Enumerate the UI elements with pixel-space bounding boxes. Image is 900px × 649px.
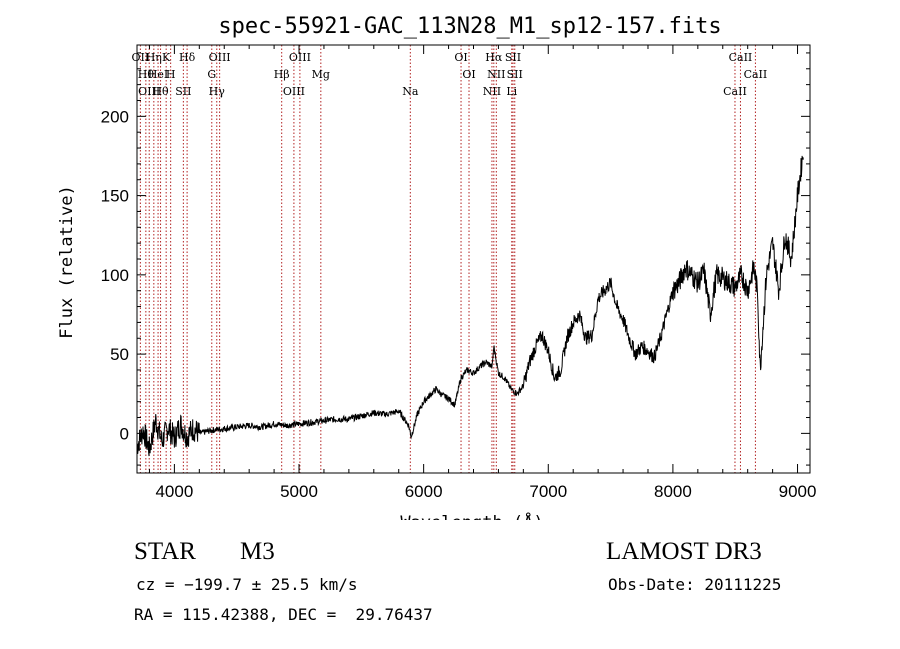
x-axis-label: Wavelength (Å) (400, 511, 543, 520)
line-label: Hβ (274, 68, 290, 81)
y-tick-label: 150 (101, 187, 129, 206)
line-label: CaII (729, 51, 753, 64)
plot-frame (136, 44, 811, 474)
line-label: Hγ (209, 85, 226, 98)
line-label: SII (175, 85, 191, 98)
observation-date: Obs-Date: 20111225 (608, 575, 782, 594)
x-tick-label: 7000 (529, 482, 567, 501)
line-label: SII (507, 68, 523, 81)
x-tick-label: 5000 (280, 482, 318, 501)
y-tick-label: 50 (110, 345, 129, 364)
y-tick-label: 100 (101, 266, 129, 285)
line-label: HeI (148, 68, 168, 81)
line-label: NII (483, 85, 501, 98)
line-label: CaII (723, 85, 747, 98)
spectrum-chart: OIIHθOIIIHηHeIHθKHSIIHδGHγOIIIHβOIIIOIII… (57, 14, 817, 520)
y-axis-label: Flux (relative) (57, 185, 77, 339)
axes: 4000 5000 6000 7000 8000 9000 0 50 100 150 200 (101, 45, 817, 501)
line-label: Hα (485, 51, 503, 64)
x-tick-label: 9000 (779, 482, 817, 501)
redshift-velocity: cz = −199.7 ± 25.5 km/s (136, 575, 358, 594)
line-label: Hθ (138, 68, 155, 81)
line-label: OIII (138, 85, 160, 98)
line-label: CaII (744, 68, 768, 81)
line-label: OII (132, 51, 150, 64)
line-label: H (166, 68, 176, 81)
line-label: OI (454, 51, 467, 64)
line-label: K (162, 51, 171, 64)
x-tick-label: 4000 (155, 482, 193, 501)
line-label: Li (506, 85, 517, 98)
line-label: SII (505, 51, 521, 64)
x-tick-label: 6000 (405, 482, 443, 501)
y-tick-label: 0 (120, 424, 129, 443)
line-label: Hθ (152, 85, 169, 98)
y-tick-label: 200 (101, 107, 129, 126)
spectrum-line (136, 155, 804, 457)
survey-name: LAMOST DR3 (606, 538, 762, 565)
spectral-line-labels: OIIHθOIIIHηHeIHθKHSIIHδGHγOIIIHβOIIIOIII… (132, 51, 768, 98)
x-tick-label: 8000 (654, 482, 692, 501)
line-label: Hη (146, 51, 162, 64)
spectrum-series (136, 155, 804, 457)
object-class: STAR (134, 538, 196, 565)
line-label: Na (402, 85, 419, 98)
chart-title: spec-55921-GAC_113N28_M1_sp12-157.fits (218, 14, 721, 39)
line-label: G (207, 68, 216, 81)
line-label: Hδ (179, 51, 196, 64)
line-label: NII (487, 68, 505, 81)
line-label: OIII (209, 51, 231, 64)
line-label: OIII (283, 85, 305, 98)
line-label: Mg (312, 68, 330, 81)
spectral-line-markers (139, 45, 756, 473)
coordinates: RA = 115.42388, DEC = 29.76437 (134, 605, 433, 624)
line-label: OI (462, 68, 475, 81)
object-subclass: M3 (240, 538, 275, 565)
line-label: OIII (289, 51, 311, 64)
